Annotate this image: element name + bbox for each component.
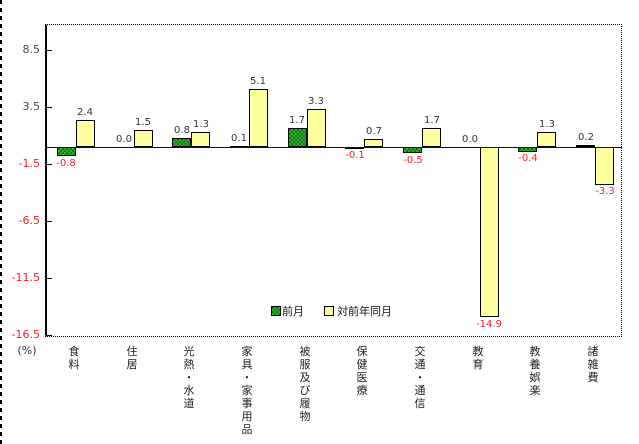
y-tick-mark — [45, 221, 52, 222]
bar-series1-cat8 — [537, 132, 556, 147]
category-label: 交 通 ・ 通 信 — [414, 345, 426, 410]
y-axis-unit-label: (%) — [17, 344, 37, 357]
bar-series1-cat1 — [134, 130, 153, 147]
bar-series1-cat6 — [422, 128, 441, 147]
bar-series1-cat3 — [249, 89, 268, 147]
value-label: 1.3 — [539, 119, 555, 130]
value-label: -0.4 — [518, 153, 538, 164]
value-label: 0.8 — [174, 125, 190, 136]
bar-series1-cat9 — [595, 147, 614, 185]
value-label: 1.3 — [193, 119, 209, 130]
plot-area — [45, 24, 622, 337]
selection-dashed-edge — [0, 0, 2, 444]
legend: 対前月 対前年同月 — [271, 303, 392, 319]
bar-series0-cat2 — [172, 138, 191, 147]
zero-axis-line — [45, 147, 622, 148]
value-label: 3.3 — [308, 96, 324, 107]
y-tick-mark — [45, 50, 52, 51]
legend-swatch — [271, 306, 281, 316]
legend-label: 対前年同月 — [337, 305, 392, 318]
y-tick-mark — [45, 335, 52, 336]
value-label: -3.3 — [595, 186, 615, 197]
value-label: 5.1 — [250, 76, 266, 87]
category-label: 教 養 娯 楽 — [529, 345, 541, 397]
y-tick-label: 3.5 — [22, 100, 41, 113]
value-label: 1.7 — [289, 115, 305, 126]
category-label: 食 料 — [68, 345, 80, 371]
y-tick-label: -1.5 — [18, 157, 40, 170]
bar-series1-cat4 — [307, 109, 326, 147]
category-label: 住 居 — [126, 345, 138, 371]
category-label: 光 熱 ・ 水 道 — [183, 345, 195, 410]
y-tick-mark — [45, 278, 52, 279]
bar-series1-cat7 — [480, 147, 499, 317]
bar-series0-cat0 — [57, 147, 76, 156]
value-label: 0.1 — [231, 133, 247, 144]
value-label: 0.0 — [116, 134, 132, 145]
category-label: 被 服 及 び 履 物 — [299, 345, 311, 423]
bar-series0-cat4 — [288, 128, 307, 147]
legend-swatch — [324, 306, 334, 316]
value-label: 0.2 — [578, 132, 594, 143]
y-tick-label: -6.5 — [18, 214, 40, 227]
value-label: 1.5 — [135, 117, 151, 128]
bar-series1-cat2 — [191, 132, 210, 147]
value-label: 1.7 — [424, 115, 440, 126]
y-tick-label: -11.5 — [11, 271, 40, 284]
category-label: 諸 雑 費 — [587, 345, 599, 384]
value-label: -0.5 — [403, 155, 423, 166]
bar-series0-cat9 — [576, 145, 595, 147]
value-label: 0.7 — [366, 126, 382, 137]
y-tick-label: -16.5 — [11, 328, 40, 341]
category-label: 保 健 医 療 — [356, 345, 368, 397]
y-tick-mark — [45, 164, 52, 165]
value-label: 2.4 — [77, 107, 93, 118]
bar-series1-cat5 — [364, 139, 383, 147]
value-label: 0.0 — [462, 134, 478, 145]
category-label: 教 育 — [472, 345, 484, 371]
value-label: -0.1 — [345, 150, 365, 161]
y-tick-label: 8.5 — [22, 43, 41, 56]
value-label: -0.8 — [56, 158, 76, 169]
bar-series1-cat0 — [76, 120, 95, 147]
legend-item: 対前年同月 — [324, 303, 392, 319]
y-tick-mark — [45, 107, 52, 108]
category-label: 家 具 ・ 家 事 用 品 — [241, 345, 253, 436]
legend-item: 対前月 — [271, 303, 304, 319]
value-label: -14.9 — [476, 319, 502, 330]
